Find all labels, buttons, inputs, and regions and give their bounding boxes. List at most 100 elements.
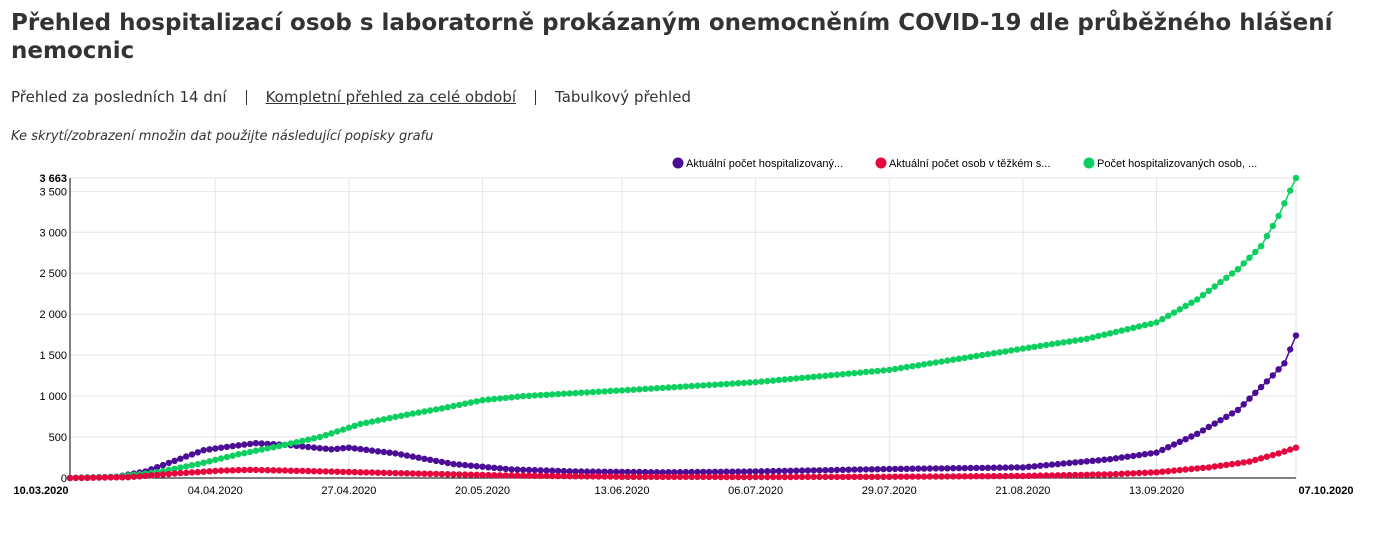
series-point	[165, 470, 172, 478]
series-point	[833, 473, 841, 481]
series-point	[851, 473, 858, 480]
series-point	[246, 448, 254, 456]
series-point	[1118, 470, 1125, 477]
series-point	[1228, 410, 1236, 417]
series-point	[1269, 222, 1277, 230]
series-point	[363, 446, 370, 453]
series-point	[729, 380, 736, 387]
series-point	[897, 465, 905, 472]
series-point	[421, 455, 428, 462]
series-point	[1054, 472, 1062, 479]
series-point	[1240, 260, 1247, 267]
series-point	[717, 468, 724, 475]
series-point	[1257, 383, 1265, 391]
y-tick-label: 2 000	[39, 309, 67, 321]
series-point	[572, 389, 579, 397]
series-point	[938, 473, 945, 480]
series-point	[630, 468, 637, 476]
series-point	[514, 472, 521, 479]
series-point	[1048, 340, 1056, 348]
series-point	[334, 445, 341, 452]
series-point	[961, 464, 968, 472]
series-point	[955, 355, 963, 362]
series-point	[1077, 458, 1085, 466]
series-point	[101, 474, 109, 481]
series-point	[287, 467, 294, 474]
series-point	[740, 468, 748, 475]
series-line	[69, 177, 1297, 479]
series-point	[583, 468, 591, 475]
series-point	[1182, 436, 1189, 443]
series-point	[618, 468, 626, 476]
series-point	[368, 469, 376, 476]
series-point	[624, 468, 631, 476]
series-point	[467, 399, 475, 406]
series-point	[1019, 472, 1027, 480]
series-point	[1153, 469, 1160, 476]
series-point	[973, 464, 980, 472]
series-point	[1275, 212, 1282, 220]
series-point	[229, 442, 236, 450]
view-table-link[interactable]: Tabulkový přehled	[555, 88, 691, 106]
series-point	[508, 466, 515, 473]
series-point	[729, 468, 736, 475]
series-point	[258, 446, 265, 453]
series-point	[932, 465, 939, 472]
series-point	[589, 468, 597, 475]
view-separator	[535, 89, 537, 105]
series-point	[258, 466, 265, 474]
series-point	[955, 464, 963, 472]
series-point	[409, 470, 416, 477]
series-point	[1048, 472, 1056, 479]
series-point	[328, 446, 335, 453]
series-point	[659, 473, 666, 480]
series-point	[543, 467, 550, 474]
series-point	[554, 472, 562, 480]
series-point	[246, 466, 254, 473]
series-point	[1095, 457, 1102, 464]
series-point	[688, 473, 695, 481]
series-point	[1211, 283, 1218, 290]
series-point	[142, 472, 149, 479]
series-point	[764, 377, 771, 385]
series-point	[868, 473, 875, 480]
series-point	[700, 382, 707, 389]
series-point	[345, 444, 353, 451]
series-point	[595, 388, 602, 395]
series-point	[967, 464, 974, 472]
series-point	[1165, 444, 1172, 451]
series-point	[1281, 360, 1288, 367]
series-point	[961, 354, 968, 362]
series-point	[427, 456, 434, 463]
series-point	[200, 468, 207, 475]
view-last-14-days-link[interactable]: Přehled za posledních 14 dní	[11, 88, 227, 106]
x-tick-label: 13.06.2020	[594, 485, 649, 497]
view-full-period-link[interactable]: Kompletní přehled za celé období	[265, 88, 517, 106]
legend-item-label: Počet hospitalizovaných osob, ...	[1097, 158, 1257, 170]
series-point	[305, 436, 312, 443]
series-point	[984, 473, 992, 480]
series-point	[891, 465, 899, 473]
series-point	[1159, 468, 1166, 475]
series-point	[682, 383, 690, 390]
series-point	[531, 472, 538, 479]
series-point	[241, 441, 248, 448]
series-point	[979, 464, 986, 472]
series-point	[984, 464, 992, 471]
series-point	[386, 449, 393, 456]
series-point	[1101, 331, 1108, 338]
series-point	[514, 466, 521, 473]
series-point	[595, 468, 602, 475]
series-point	[903, 465, 910, 472]
series-point	[967, 353, 974, 361]
series-point	[700, 473, 707, 481]
series-point	[636, 386, 643, 393]
series-point	[1101, 471, 1108, 478]
series-point	[990, 472, 998, 480]
series-point	[217, 467, 225, 474]
x-tick-label: 10.03.2020	[13, 485, 68, 497]
series-point	[281, 467, 289, 474]
series-point	[839, 473, 846, 481]
series-point	[578, 473, 585, 480]
series-point	[293, 467, 300, 474]
